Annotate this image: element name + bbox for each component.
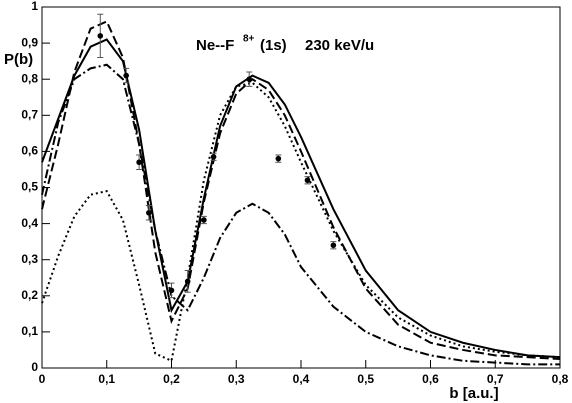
x-tick-label: 0,6 [422, 372, 439, 386]
y-tick-label: 0 [31, 360, 38, 374]
y-tick-label: 0,2 [21, 288, 38, 302]
data-point [246, 76, 252, 82]
chart-title-superscript: 8+ [243, 34, 255, 45]
data-point [184, 278, 191, 285]
chart-title: Ne--F [196, 37, 234, 54]
data-point [304, 177, 311, 184]
data-point [97, 33, 104, 39]
data-point [330, 242, 337, 249]
x-axis-label: b [a.u.] [449, 385, 498, 402]
x-tick-label: 0,3 [228, 372, 245, 386]
x-tick-label: 0 [39, 372, 46, 386]
curve [41, 38, 561, 359]
data-point [210, 154, 217, 160]
y-tick-label: 0,9 [21, 35, 38, 49]
y-axis-label: P(b) [4, 51, 33, 68]
x-tick-label: 0,5 [357, 372, 374, 386]
data-point [168, 287, 175, 294]
data-point [201, 217, 207, 223]
y-tick-label: 1 [31, 0, 38, 13]
data-point [275, 155, 282, 162]
y-tick-label: 0,7 [21, 107, 38, 121]
curve [41, 20, 561, 360]
x-tick-label: 0,1 [98, 372, 115, 386]
y-tick-label: 0,8 [21, 71, 38, 85]
y-tick-label: 0,5 [21, 180, 38, 194]
annotation: 230 keV/u [305, 37, 374, 54]
y-tick-label: 0,6 [21, 144, 38, 158]
y-tick-label: 0,3 [21, 252, 38, 266]
y-tick-label: 0,4 [21, 216, 38, 230]
x-tick-label: 0,2 [163, 372, 180, 386]
x-tick-label: 0,7 [487, 372, 504, 386]
data-point [123, 72, 129, 79]
y-tick-label: 0,1 [21, 324, 38, 338]
curve [41, 81, 561, 363]
x-tick-label: 0,4 [293, 372, 310, 386]
plot-frame [41, 6, 561, 369]
curve [41, 63, 560, 366]
data-point [146, 209, 152, 216]
x-tick-label: 0,8 [552, 372, 569, 386]
data-point [136, 159, 142, 166]
chart-title-suffix: (1s) [260, 37, 287, 54]
